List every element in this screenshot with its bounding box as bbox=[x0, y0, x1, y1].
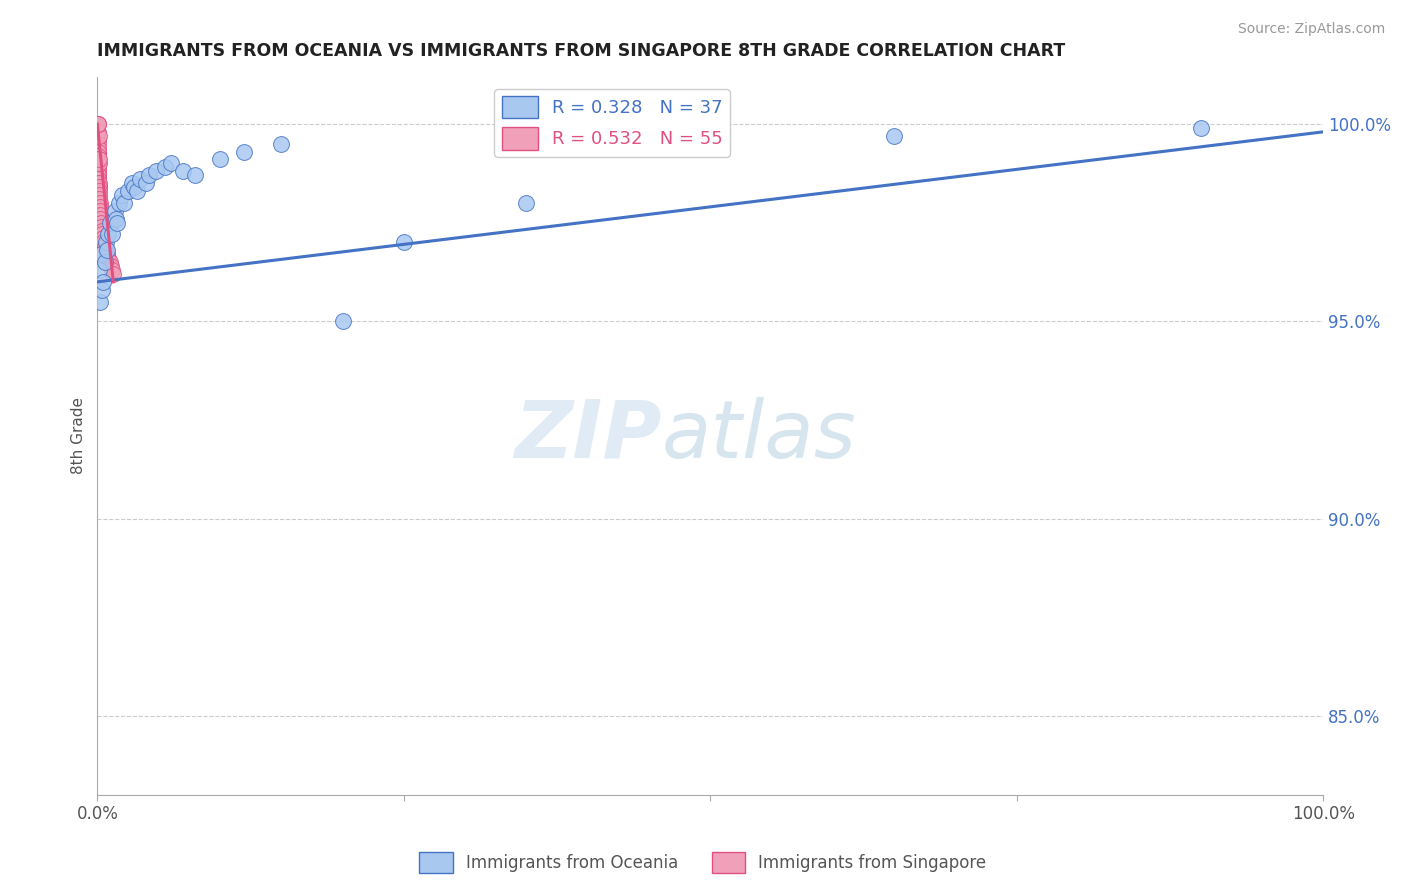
Point bbox=[87, 117, 110, 131]
Point bbox=[86, 164, 108, 178]
Point bbox=[138, 169, 160, 183]
Point bbox=[89, 184, 111, 198]
Point bbox=[90, 216, 112, 230]
Point bbox=[90, 219, 112, 234]
Point bbox=[96, 244, 118, 258]
Point bbox=[184, 169, 207, 183]
Point bbox=[98, 216, 121, 230]
Point bbox=[93, 231, 115, 245]
Point bbox=[87, 136, 110, 151]
Point bbox=[89, 188, 111, 202]
Point bbox=[87, 148, 110, 162]
Point bbox=[93, 275, 115, 289]
Point bbox=[121, 176, 143, 190]
Point bbox=[87, 128, 110, 143]
Point bbox=[87, 125, 110, 139]
Point bbox=[87, 180, 110, 194]
Point bbox=[89, 294, 111, 309]
Point bbox=[101, 263, 124, 277]
Point bbox=[172, 164, 194, 178]
Point bbox=[117, 184, 139, 198]
Point bbox=[86, 117, 108, 131]
Point bbox=[94, 235, 117, 250]
Point bbox=[89, 203, 111, 218]
Text: atlas: atlas bbox=[661, 397, 856, 475]
Point bbox=[97, 227, 120, 242]
Point bbox=[108, 195, 131, 210]
Point bbox=[87, 156, 110, 170]
Point bbox=[87, 141, 110, 155]
Point bbox=[91, 227, 114, 242]
Point bbox=[883, 128, 905, 143]
Point bbox=[233, 145, 256, 159]
Point bbox=[86, 117, 108, 131]
Point bbox=[96, 247, 118, 261]
Point bbox=[105, 216, 128, 230]
Text: ZIP: ZIP bbox=[513, 397, 661, 475]
Point bbox=[87, 117, 110, 131]
Point bbox=[89, 200, 111, 214]
Point bbox=[208, 153, 231, 167]
Text: IMMIGRANTS FROM OCEANIA VS IMMIGRANTS FROM SINGAPORE 8TH GRADE CORRELATION CHART: IMMIGRANTS FROM OCEANIA VS IMMIGRANTS FR… bbox=[97, 42, 1066, 60]
Point bbox=[100, 259, 122, 273]
Point bbox=[125, 184, 148, 198]
Point bbox=[86, 153, 108, 167]
Point bbox=[87, 180, 110, 194]
Point bbox=[87, 145, 110, 159]
Point bbox=[104, 211, 127, 226]
Point bbox=[86, 176, 108, 190]
Point bbox=[97, 251, 120, 265]
Point bbox=[86, 156, 108, 170]
Point bbox=[87, 263, 110, 277]
Point bbox=[86, 128, 108, 143]
Point bbox=[89, 192, 111, 206]
Point bbox=[103, 203, 125, 218]
Legend: R = 0.328   N = 37, R = 0.532   N = 55: R = 0.328 N = 37, R = 0.532 N = 55 bbox=[495, 89, 730, 157]
Point bbox=[89, 211, 111, 226]
Point bbox=[392, 235, 415, 250]
Point bbox=[145, 164, 167, 178]
Point bbox=[87, 145, 110, 159]
Point bbox=[93, 235, 115, 250]
Point bbox=[91, 223, 114, 237]
Point bbox=[87, 169, 110, 183]
Point bbox=[87, 153, 110, 167]
Point bbox=[160, 156, 183, 170]
Point bbox=[87, 164, 110, 178]
Point bbox=[87, 176, 110, 190]
Point bbox=[112, 195, 135, 210]
Point bbox=[93, 239, 115, 253]
Point bbox=[515, 195, 537, 210]
Point bbox=[332, 314, 354, 328]
Point bbox=[89, 208, 111, 222]
Point bbox=[1189, 120, 1212, 135]
Point bbox=[86, 133, 108, 147]
Point bbox=[87, 148, 110, 162]
Point bbox=[90, 247, 112, 261]
Point bbox=[103, 267, 125, 281]
Point bbox=[111, 188, 134, 202]
Point bbox=[98, 255, 121, 269]
Point bbox=[86, 117, 108, 131]
Y-axis label: 8th Grade: 8th Grade bbox=[72, 397, 86, 475]
Point bbox=[87, 161, 110, 175]
Text: Source: ZipAtlas.com: Source: ZipAtlas.com bbox=[1237, 22, 1385, 37]
Point bbox=[129, 172, 152, 186]
Point bbox=[87, 169, 110, 183]
Legend: Immigrants from Oceania, Immigrants from Singapore: Immigrants from Oceania, Immigrants from… bbox=[413, 846, 993, 880]
Point bbox=[87, 172, 110, 186]
Point bbox=[89, 195, 111, 210]
Point bbox=[87, 172, 110, 186]
Point bbox=[87, 180, 110, 194]
Point bbox=[270, 136, 292, 151]
Point bbox=[87, 153, 110, 167]
Point bbox=[94, 244, 117, 258]
Point bbox=[153, 161, 176, 175]
Point bbox=[135, 176, 157, 190]
Point bbox=[122, 180, 145, 194]
Point bbox=[93, 255, 115, 269]
Point bbox=[87, 176, 110, 190]
Point bbox=[91, 283, 114, 297]
Point bbox=[101, 227, 124, 242]
